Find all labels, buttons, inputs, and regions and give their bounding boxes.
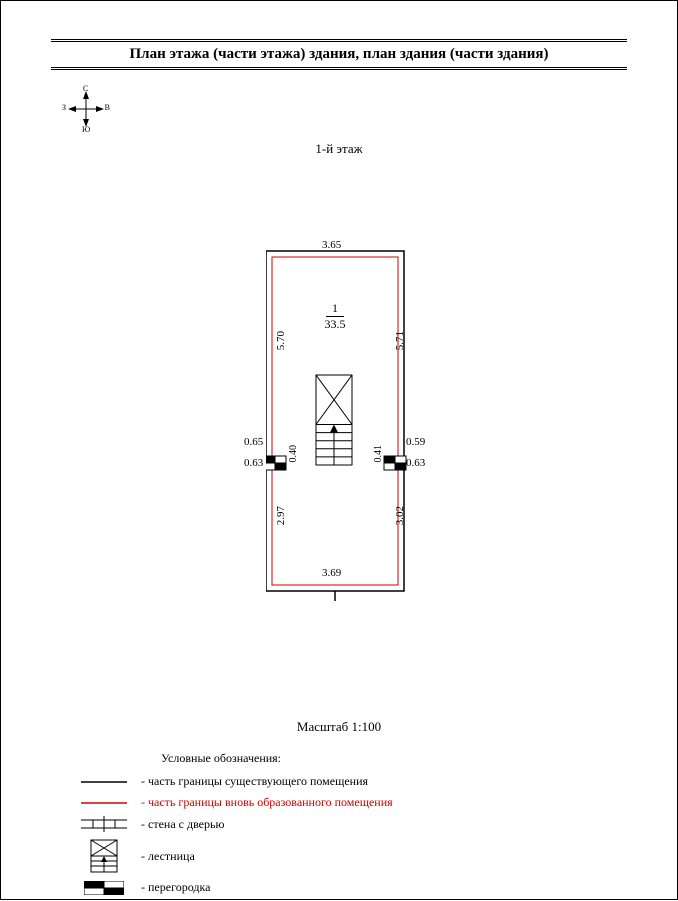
- dim-top: 3.65: [322, 239, 341, 251]
- dim-lp-h: 0.40: [288, 445, 299, 463]
- page-frame: План этажа (части этажа) здания, план зд…: [0, 0, 678, 900]
- compass-s: Ю: [82, 125, 90, 134]
- compass-n: С: [83, 84, 88, 93]
- legend-symbol-partition: [76, 881, 131, 895]
- dim-rp-h: 0.41: [373, 445, 384, 463]
- compass-w: З: [62, 103, 66, 112]
- floor-label: 1-й этаж: [1, 141, 677, 157]
- dim-left-lower: 2.97: [275, 506, 287, 525]
- dim-right-lower: 3.02: [394, 506, 406, 525]
- scale-label: Масштаб 1:100: [1, 719, 677, 735]
- room-area: 33.5: [266, 317, 404, 332]
- dim-rp-top: 0.59: [406, 436, 425, 448]
- dim-rp-bot: 0.63: [406, 457, 425, 469]
- legend-text-partition: - перегородка: [141, 880, 210, 895]
- legend-text-wall_door: - стена с дверью: [141, 817, 224, 832]
- legend-symbol-boundary_new: [76, 798, 131, 808]
- legend-title: Условные обозначения:: [161, 751, 393, 766]
- legend-row-boundary_new: - часть границы вновь образованного поме…: [76, 795, 393, 810]
- dim-left-upper: 5.70: [275, 331, 287, 350]
- dim-bottom: 3.69: [322, 567, 341, 579]
- page-title: План этажа (части этажа) здания, план зд…: [51, 39, 627, 70]
- floor-plan: 3.65 3.69 5.70 5.71 2.97 3.02 0.65 0.63 …: [266, 241, 416, 591]
- dim-lp-bot: 0.63: [244, 457, 263, 469]
- dim-lp-top: 0.65: [244, 436, 263, 448]
- legend-row-stair: - лестница: [76, 838, 393, 874]
- dim-right-upper: 5.71: [394, 331, 406, 350]
- legend-row-partition: - перегородка: [76, 880, 393, 895]
- legend-text-stair: - лестница: [141, 849, 195, 864]
- legend-symbol-stair: [76, 838, 131, 874]
- legend-symbol-wall_door: [76, 816, 131, 832]
- legend-symbol-boundary_existing: [76, 777, 131, 787]
- legend-row-wall_door: - стена с дверью: [76, 816, 393, 832]
- legend: Условные обозначения: - часть границы су…: [76, 751, 393, 901]
- room-label: 1 33.5: [266, 301, 404, 332]
- room-number: 1: [326, 301, 344, 317]
- legend-row-boundary_existing: - часть границы существующего помещения: [76, 774, 393, 789]
- compass-e: В: [105, 103, 110, 112]
- legend-text-boundary_new: - часть границы вновь образованного поме…: [141, 795, 393, 810]
- compass-rose: С Ю В З: [66, 89, 106, 129]
- legend-text-boundary_existing: - часть границы существующего помещения: [141, 774, 368, 789]
